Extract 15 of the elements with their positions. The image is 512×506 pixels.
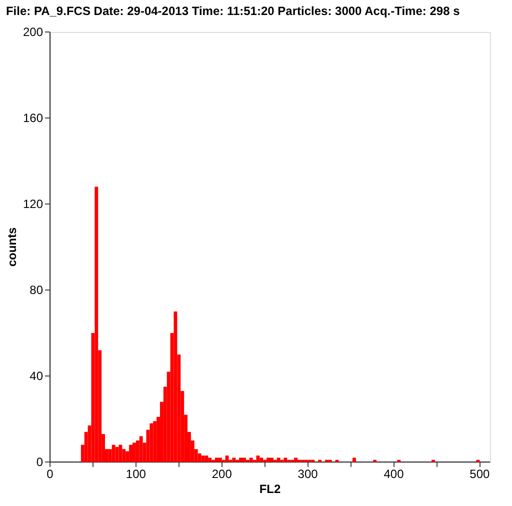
y-tick-label: 0 xyxy=(36,455,44,469)
x-axis-title: FL2 xyxy=(259,482,281,496)
y-tick-label: 80 xyxy=(30,283,44,297)
x-tick-label: 200 xyxy=(212,467,232,481)
x-tick-label: 300 xyxy=(298,467,318,481)
x-tick-label: 100 xyxy=(126,467,146,481)
y-tick-label: 160 xyxy=(22,111,44,125)
y-axis-title: counts xyxy=(4,227,19,267)
chart-title: File: PA_9.FCS Date: 29-04-2013 Time: 11:51:20 Particles: 3000 Acq.-Time: 298 s xyxy=(6,4,460,18)
x-tick-label: 400 xyxy=(384,467,404,481)
x-tick-label: 500 xyxy=(470,467,490,481)
x-tick-label: 0 xyxy=(46,467,54,481)
y-tick-label: 200 xyxy=(22,25,44,39)
y-tick-label: 40 xyxy=(30,369,44,383)
y-tick-label: 120 xyxy=(22,197,44,211)
